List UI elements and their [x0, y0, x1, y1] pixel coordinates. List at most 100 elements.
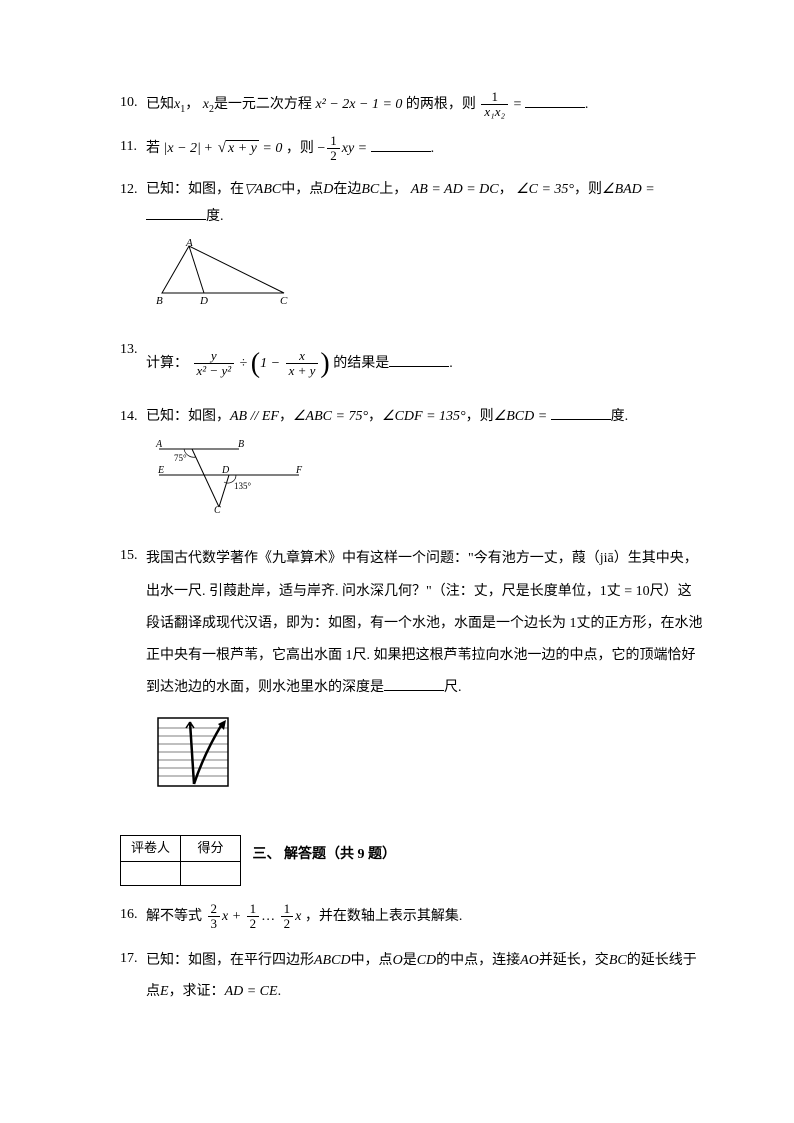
- text: =: [514, 97, 522, 112]
- qbody: 已知：如图，在▽ABC中，点D在边BC上， AB = AD = DC， ∠C =…: [146, 177, 704, 323]
- text: 若: [146, 141, 160, 156]
- grader-table: 评卷人得分: [120, 835, 241, 886]
- question-10: 10. 已知x1， x2是一元二次方程 x² − 2x − 1 = 0 的两根，…: [120, 90, 704, 120]
- ang2: ∠BAD =: [602, 182, 655, 197]
- text: 中，点: [351, 953, 393, 968]
- qbody: 若 |x − 2| + x + y = 0 ，则 −12xy = .: [146, 134, 704, 164]
- svg-text:E: E: [157, 465, 164, 476]
- eq: AD = CE: [225, 984, 278, 999]
- qbody: 已知：如图，在平行四边形ABCD中，点O是CD的中点，连接AO并延长，交BC的延…: [146, 946, 704, 1008]
- text: ，: [185, 97, 199, 112]
- svg-text:A: A: [155, 439, 163, 450]
- grader-label: 评卷人: [121, 836, 181, 862]
- BC: BC: [361, 182, 379, 197]
- svg-text:B: B: [156, 295, 163, 307]
- text: 是: [403, 953, 417, 968]
- x2: x: [295, 909, 301, 924]
- text: ，则: [286, 141, 314, 156]
- svg-text:C: C: [280, 295, 288, 307]
- equation: x² − 2x − 1 = 0: [315, 97, 402, 112]
- text: 并延长，交: [539, 953, 609, 968]
- svg-text:C: C: [214, 505, 221, 515]
- qbody: 已知：如图，AB // EF，∠ABC = 75°，∠CDF = 135°，则∠…: [146, 404, 704, 529]
- question-13: 13. 计算： yx² − y² ÷ (1 − xx + y) 的结果是.: [120, 337, 704, 390]
- score-cell: [181, 862, 241, 886]
- text: .: [449, 356, 453, 371]
- eq1: AB = AD = DC: [411, 182, 499, 197]
- blank: [525, 94, 585, 108]
- text: 的两根，则: [406, 97, 476, 112]
- text: 度.: [611, 409, 629, 424]
- rparen: ): [320, 348, 329, 379]
- one: 1 −: [260, 356, 280, 371]
- D: D: [323, 182, 333, 197]
- sqrt: x + y: [216, 134, 259, 163]
- text: ，则: [466, 409, 494, 424]
- text: ，: [499, 182, 513, 197]
- text: ，: [279, 409, 293, 424]
- svg-text:B: B: [238, 439, 244, 450]
- text: 的中点，连接: [436, 953, 520, 968]
- qbody: 解不等式 23x + 12… 12x ，并在数轴上表示其解集.: [146, 902, 704, 932]
- svg-text:D: D: [221, 465, 230, 476]
- blank: [384, 677, 444, 691]
- text: 已知: [146, 97, 174, 112]
- div: ÷: [240, 356, 248, 371]
- text: 的结果是: [333, 356, 389, 371]
- fraction: 12: [327, 134, 340, 164]
- triangle-svg: A B D C: [154, 238, 294, 308]
- text: 尺.: [444, 680, 462, 695]
- svg-text:135°: 135°: [234, 481, 252, 491]
- section-title: 三、 解答题（共 9 题）: [253, 842, 397, 869]
- fraction: xx + y: [286, 349, 319, 379]
- text: 我国古代数学著作《九章算术》中有这样一个问题："今有池方一丈，葭（jiā）生其中…: [146, 551, 703, 695]
- blank: [389, 353, 449, 367]
- qnum: 10.: [120, 90, 146, 120]
- fraction: 1x₁x₂: [481, 90, 508, 120]
- question-17: 17. 已知：如图，在平行四边形ABCD中，点O是CD的中点，连接AO并延长，交…: [120, 946, 704, 1008]
- plus: +: [204, 141, 212, 156]
- blank: [371, 138, 431, 152]
- text: 中，点: [281, 182, 323, 197]
- minus: −: [317, 141, 325, 156]
- fraction: 12: [247, 902, 260, 932]
- text: 是一元二次方程: [214, 97, 312, 112]
- xy: xy =: [342, 141, 367, 156]
- abs: |x − 2|: [164, 141, 201, 156]
- eq: = 0: [262, 141, 282, 156]
- text: .: [585, 97, 589, 112]
- fraction: 23: [208, 902, 221, 932]
- text: ，并在数轴上表示其解集.: [305, 909, 463, 924]
- text: ，: [368, 409, 382, 424]
- qbody: 计算： yx² − y² ÷ (1 − xx + y) 的结果是.: [146, 337, 704, 390]
- geq: …: [261, 909, 275, 924]
- svg-text:F: F: [295, 465, 303, 476]
- text: ，则: [574, 182, 602, 197]
- a2: ∠CDF = 135°: [382, 409, 466, 424]
- qnum: 17.: [120, 946, 146, 1008]
- fraction: yx² − y²: [194, 349, 235, 379]
- text: 已知：如图，在: [146, 182, 244, 197]
- grader-cell: [121, 862, 181, 886]
- text: .: [278, 984, 282, 999]
- O: O: [393, 953, 403, 968]
- figure-parallel: A B E D F C 75° 135°: [154, 437, 704, 526]
- text: 在边: [333, 182, 361, 197]
- svg-text:D: D: [199, 295, 208, 307]
- reed-svg: [154, 714, 232, 790]
- qnum: 11.: [120, 134, 146, 164]
- tri: ▽ABC: [244, 182, 281, 197]
- parallel-svg: A B E D F C 75° 135°: [154, 437, 314, 515]
- svg-text:A: A: [185, 238, 193, 249]
- abcd: ABCD: [314, 953, 351, 968]
- text: .: [431, 141, 435, 156]
- question-14: 14. 已知：如图，AB // EF，∠ABC = 75°，∠CDF = 135…: [120, 404, 704, 529]
- a3: ∠BCD =: [494, 409, 548, 424]
- qnum: 14.: [120, 404, 146, 529]
- BC2: BC: [609, 953, 627, 968]
- figure-triangle: A B D C: [154, 238, 704, 319]
- figure-reed: [154, 714, 704, 803]
- x1: x +: [222, 909, 241, 924]
- qnum: 15.: [120, 543, 146, 803]
- text: 已知：如图，: [146, 409, 230, 424]
